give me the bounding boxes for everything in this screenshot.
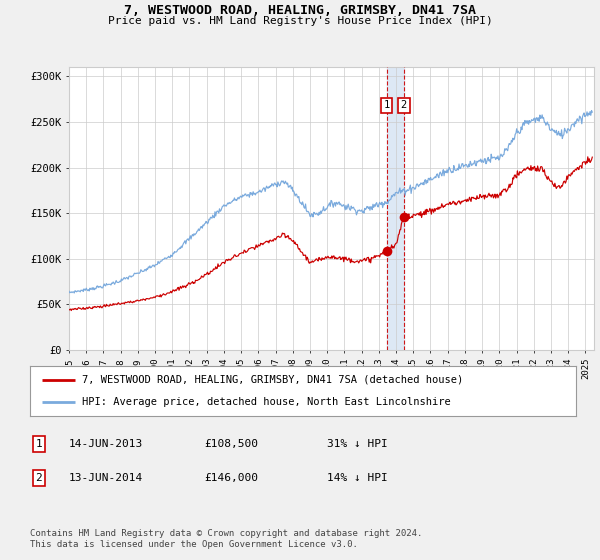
Text: 14% ↓ HPI: 14% ↓ HPI xyxy=(327,473,388,483)
Text: 2: 2 xyxy=(401,100,407,110)
Text: 1: 1 xyxy=(383,100,390,110)
Text: 7, WESTWOOD ROAD, HEALING, GRIMSBY, DN41 7SA: 7, WESTWOOD ROAD, HEALING, GRIMSBY, DN41… xyxy=(124,4,476,17)
Text: 13-JUN-2014: 13-JUN-2014 xyxy=(69,473,143,483)
Text: Price paid vs. HM Land Registry's House Price Index (HPI): Price paid vs. HM Land Registry's House … xyxy=(107,16,493,26)
Bar xyxy=(386,67,404,350)
Text: 7, WESTWOOD ROAD, HEALING, GRIMSBY, DN41 7SA (detached house): 7, WESTWOOD ROAD, HEALING, GRIMSBY, DN41… xyxy=(82,375,463,385)
Text: 2: 2 xyxy=(35,473,43,483)
Text: £146,000: £146,000 xyxy=(204,473,258,483)
Text: 14-JUN-2013: 14-JUN-2013 xyxy=(69,439,143,449)
Text: 1: 1 xyxy=(35,439,43,449)
Text: £108,500: £108,500 xyxy=(204,439,258,449)
Text: 31% ↓ HPI: 31% ↓ HPI xyxy=(327,439,388,449)
Text: Contains HM Land Registry data © Crown copyright and database right 2024.
This d: Contains HM Land Registry data © Crown c… xyxy=(30,529,422,549)
Text: HPI: Average price, detached house, North East Lincolnshire: HPI: Average price, detached house, Nort… xyxy=(82,397,451,407)
